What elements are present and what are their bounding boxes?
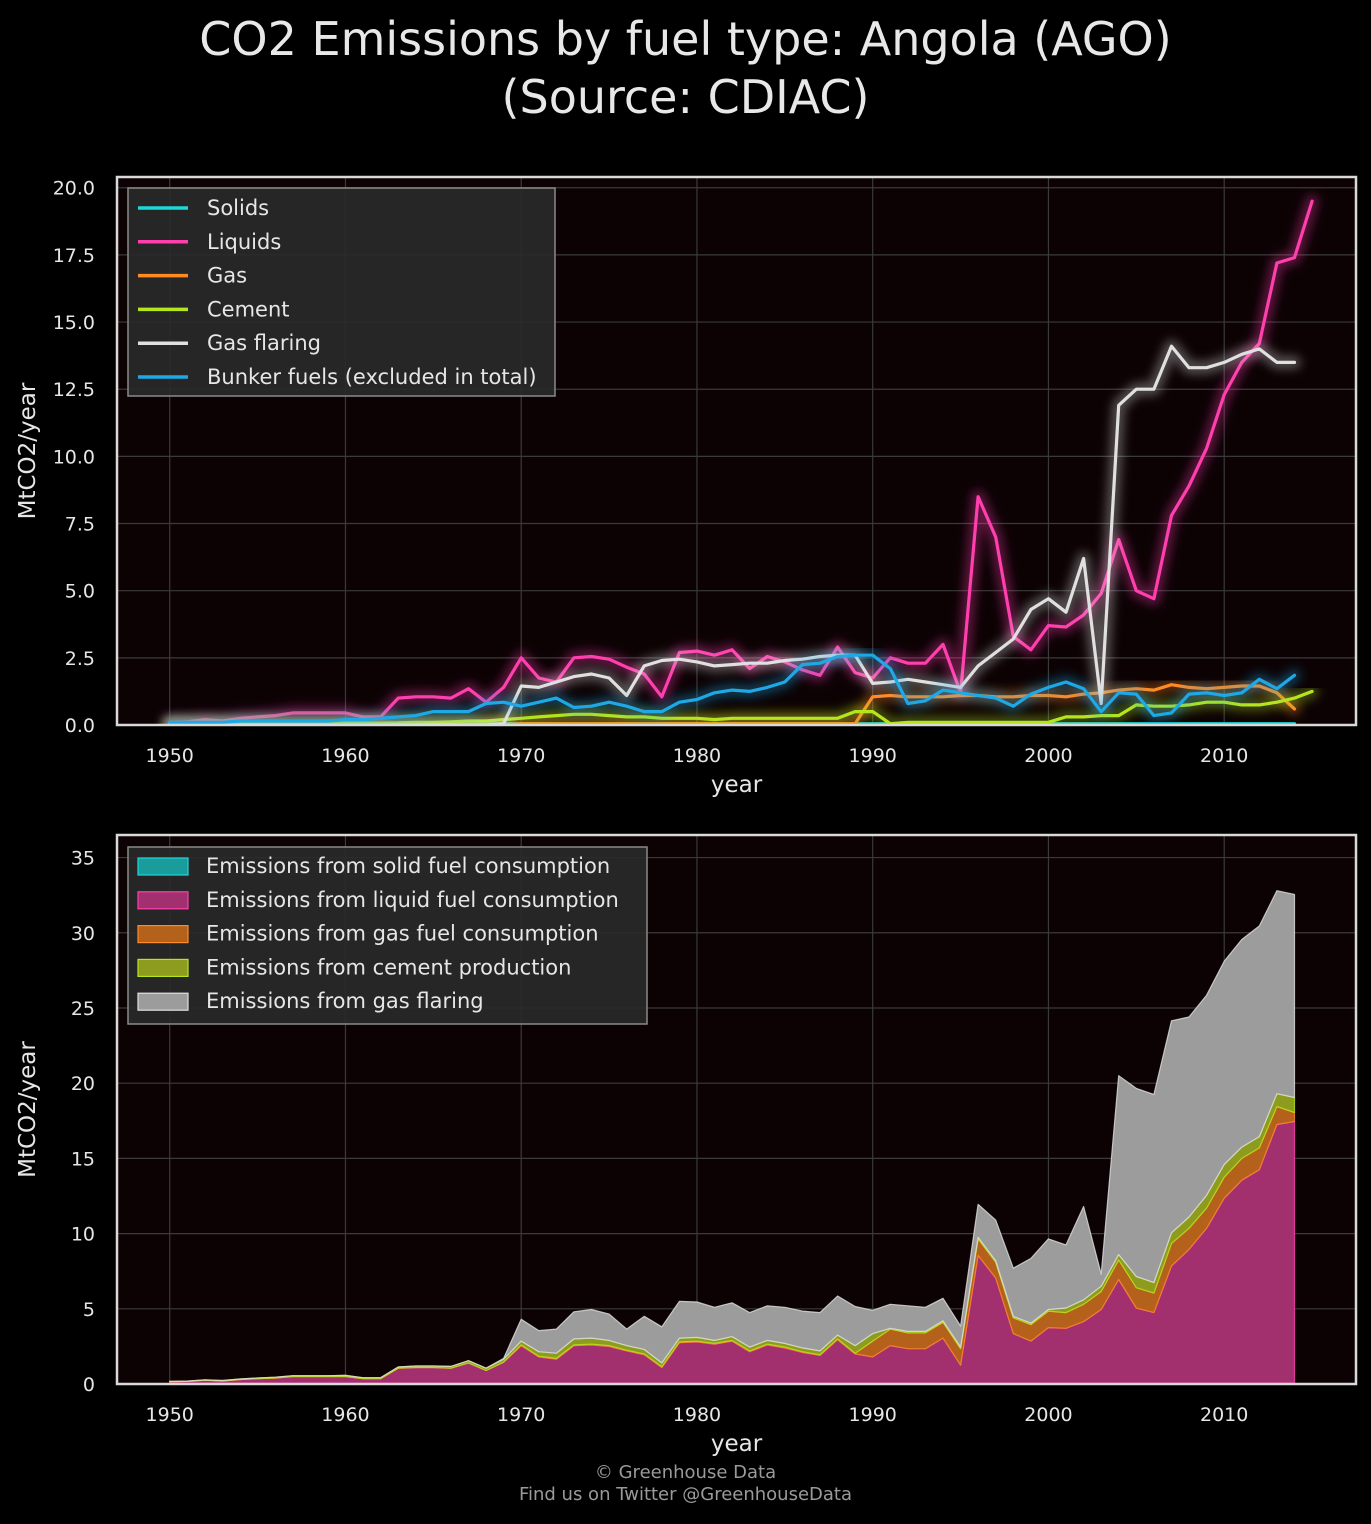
chart-title-line2: (Source: CDIAC) [501,70,870,124]
top-ytick-5: 12.5 [53,379,95,401]
top-ytick-2: 5.0 [65,581,95,603]
bottom-xtick-2000: 2000 [1024,1404,1072,1426]
top-xtick-1960: 1960 [321,745,369,767]
legend-label-cement: Cement [207,297,290,321]
bottom-ytick-2: 10 [71,1224,95,1246]
stacked-area-chart: 1950 1960 1970 1980 1990 2000 2010 0 5 10 15 20 25 30… [15,833,1358,1457]
top-ytick-1: 2.5 [65,648,95,670]
bottom-ylabel: MtCO2/year [15,1041,41,1178]
top-legend-box [127,187,556,397]
legend-label-emissions-from-liquid-fuel-consumption: Emissions from liquid fuel consumption [206,888,619,912]
bottom-xtick-2010: 2010 [1200,1404,1248,1426]
top-ytick-4: 10.0 [53,446,95,468]
top-ytick-3: 7.5 [65,514,95,536]
series-bunker-fuels-excluded-in-total-line [168,653,1297,724]
legend-label-emissions-from-solid-fuel-consumption: Emissions from solid fuel consumption [206,854,610,878]
bottom-ytick-6: 30 [71,923,95,945]
legend-swatch-emissions-from-gas-fuel-consumption [137,924,189,944]
chart-title-line1: CO2 Emissions by fuel type: Angola (AGO) [199,12,1172,66]
credit-copyright: © Greenhouse Data [594,1462,777,1483]
top-xtick-1980: 1980 [673,745,721,767]
bottom-xtick-1950: 1950 [146,1404,194,1426]
bottom-ytick-3: 15 [71,1148,95,1170]
bottom-ytick-4: 20 [71,1073,95,1095]
credit-twitter: Find us on Twitter @GreenhouseData [518,1484,853,1505]
legend-label-bunker-fuels-excluded-in-total: Bunker fuels (excluded in total) [207,365,537,389]
top-legend: Solids Liquids Gas Cement Gas flaring Bunker … [127,187,556,397]
legend-label-gas-flaring: Gas flaring [207,331,321,355]
top-xlabel: year [711,772,763,798]
top-xtick-1990: 1990 [849,745,897,767]
legend-swatch-emissions-from-gas-flaring [137,992,189,1011]
area-emissions-from-gas-flaring [169,890,1296,1382]
legend-swatch-emissions-from-solid-fuel-consumption [137,857,189,876]
top-ytick-0: 0.0 [65,715,95,737]
bottom-ytick-1: 5 [83,1299,95,1321]
legend-label-solids: Solids [207,196,269,220]
top-ytick-8: 20.0 [53,178,95,200]
credits: © Greenhouse Data Find us on Twitter @Gr… [0,1462,1371,1506]
top-xtick-2010: 2010 [1200,745,1248,767]
bottom-xtick-1970: 1970 [497,1404,545,1426]
series-gas-flaring-line [168,344,1297,725]
bottom-xtick-1980: 1980 [673,1404,721,1426]
top-series-group [163,194,1319,725]
legend-label-emissions-from-gas-flaring: Emissions from gas flaring [206,989,484,1013]
top-xtick-1950: 1950 [146,745,194,767]
bottom-ytick-7: 35 [71,848,95,870]
legend-label-gas: Gas [207,264,247,288]
bottom-xtick-1990: 1990 [849,1404,897,1426]
line-chart: 1950 1960 1970 1980 1990 2000 2010 0.0 2.5 5.0 7.5… [15,175,1358,798]
legend-label-liquids: Liquids [207,230,281,254]
legend-swatch-emissions-from-liquid-fuel-consumption [137,891,189,910]
bottom-legend: Emissions from solid fuel consumption Emi… [127,846,648,1025]
top-ytick-6: 15.0 [53,312,95,334]
bottom-ytick-5: 25 [71,998,95,1020]
bottom-ytick-0: 0 [83,1374,95,1396]
bottom-xlabel: year [711,1431,763,1457]
bottom-frame [115,833,1358,1386]
bottom-legend-box [127,846,648,1025]
top-frame [115,175,1358,727]
bottom-xtick-1960: 1960 [321,1404,369,1426]
legend-label-emissions-from-gas-fuel-consumption: Emissions from gas fuel consumption [206,922,599,946]
top-xtick-1970: 1970 [497,745,545,767]
legend-label-emissions-from-cement-production: Emissions from cement production [206,955,571,979]
chart-title: CO2 Emissions by fuel type: Angola (AGO)… [0,10,1371,126]
legend-swatch-emissions-from-cement-production [137,958,189,978]
top-xtick-2000: 2000 [1024,745,1072,767]
top-ytick-7: 17.5 [53,245,95,267]
top-ylabel: MtCO2/year [15,382,41,519]
